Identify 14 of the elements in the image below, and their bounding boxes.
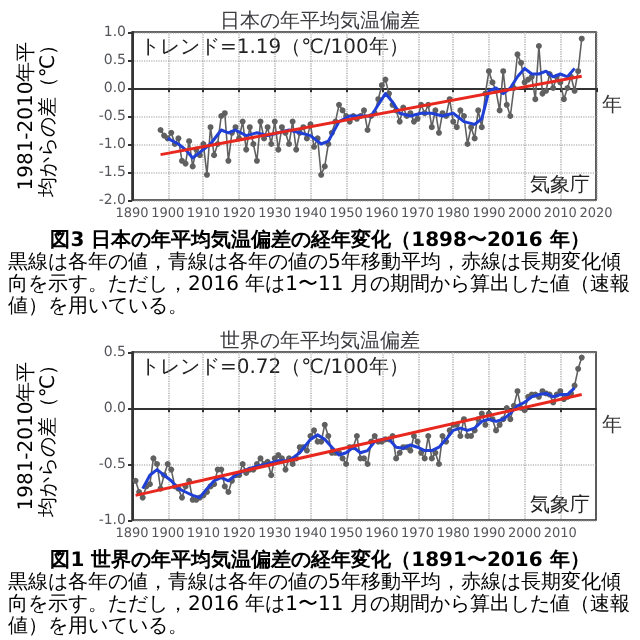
caption: 図1 世界の年平均気温偏差の経年変化（1891〜2016 年） [48, 550, 592, 572]
annotation: トレンド=1.19（℃/100年） [140, 35, 409, 59]
annotation: 気象庁 [530, 173, 590, 197]
text: 黒線は各年の値，青線は各年の値の5年移動平均，赤線は長期変化傾向を示す。ただし，2016 年は1〜11 月の期間から算出した値（速報値）を用いている。 [8, 572, 632, 638]
text: 黒線は各年の値，青線は各年の値の5年移動平均，赤線は長期変化傾向を示す。ただし，2016 年は1〜11 月の期間から算出した値（速報値）を用いている。 [8, 252, 632, 318]
y-axis-title: 1981-2010年平均からの差（℃） [16, 32, 62, 200]
x-axis-title: 年 [602, 413, 622, 437]
caption: 図3 日本の年平均気温偏差の経年変化（1898〜2016 年） [48, 230, 592, 252]
chart-title: 日本の年平均気温偏差 [220, 9, 420, 33]
chart-title: 世界の年平均気温偏差 [220, 329, 420, 353]
y-axis-title: 1981-2010年平均からの差（℃） [16, 352, 62, 520]
annotation: トレンド=0.72（℃/100年） [140, 355, 409, 379]
x-axis-title: 年 [602, 93, 622, 117]
annotation: 気象庁 [530, 493, 590, 517]
